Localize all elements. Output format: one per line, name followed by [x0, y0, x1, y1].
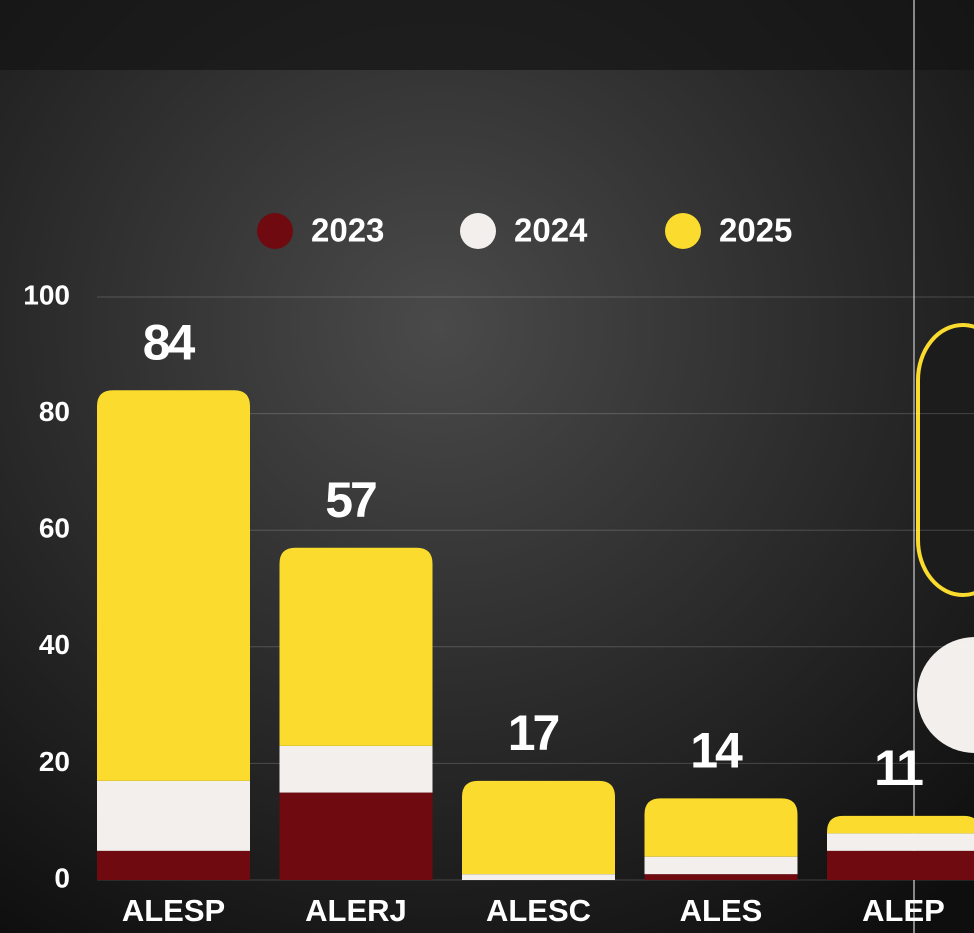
total-label: 14: [690, 723, 743, 779]
bar-segment: [644, 798, 798, 857]
y-tick-label: 80: [39, 396, 70, 427]
total-label: 11: [874, 740, 923, 796]
total-label: 84: [143, 314, 196, 370]
bar-segment: [827, 850, 974, 880]
side-panel: [916, 323, 974, 597]
total-label: 57: [325, 472, 376, 528]
legend-label: 2024: [514, 212, 588, 249]
y-tick-label: 60: [39, 513, 70, 544]
bar-segment: [827, 815, 974, 834]
bar-segment: [462, 874, 615, 880]
bar-segment: [827, 833, 974, 851]
bar-segment: [97, 780, 250, 851]
bar-segment: [644, 874, 798, 880]
legend-label: 2023: [311, 212, 384, 249]
y-tick-label: 0: [54, 862, 70, 893]
bar-segment: [279, 547, 433, 746]
legend-dot: [460, 213, 496, 249]
legend-dot: [665, 213, 701, 249]
bar-segment: [279, 792, 433, 880]
y-tick-label: 40: [39, 629, 70, 660]
legend-label: 2025: [719, 212, 792, 249]
x-tick-label: ALEP: [862, 893, 945, 928]
bar-segment: [97, 850, 250, 880]
total-label: 17: [508, 705, 559, 761]
x-tick-label: ALERJ: [305, 893, 407, 928]
bar-segment: [462, 780, 615, 875]
bar-segment: [279, 745, 433, 793]
x-tick-label: ALESC: [486, 893, 591, 928]
side-circle: [917, 637, 974, 753]
top-shade: [0, 0, 974, 70]
legend-dot: [257, 213, 293, 249]
bar-segment: [644, 856, 798, 875]
y-tick-label: 100: [23, 279, 70, 310]
y-tick-label: 20: [39, 746, 70, 777]
x-tick-label: ALES: [680, 893, 763, 928]
x-tick-label: ALESP: [122, 893, 225, 928]
bar-segment: [97, 390, 250, 781]
